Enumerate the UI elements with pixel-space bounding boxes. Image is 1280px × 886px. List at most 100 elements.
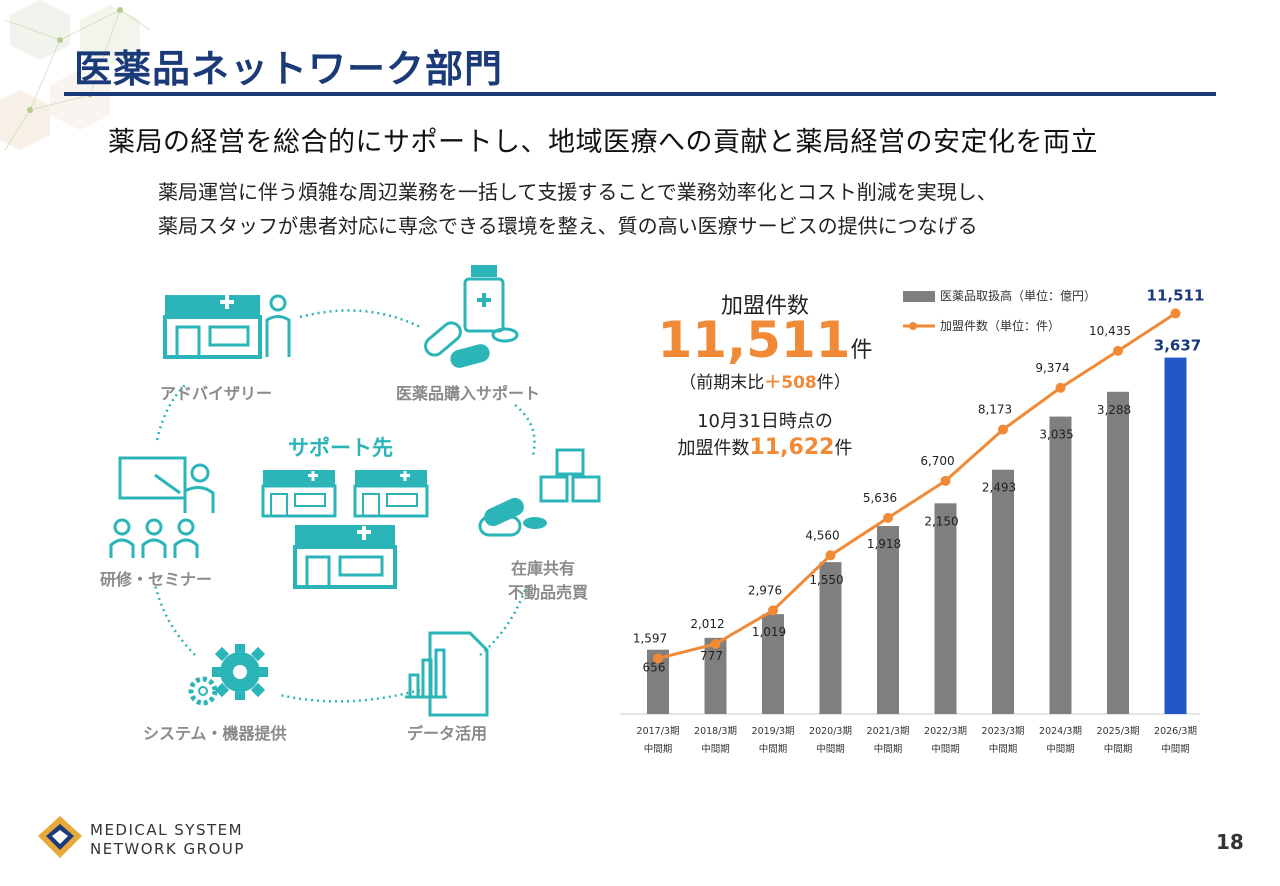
description-line-1: 薬局運営に伴う煩雑な周辺業務を一括して支援することで業務効率化とコスト削減を実現… — [158, 180, 997, 204]
kpi-value-unit: 件 — [850, 338, 873, 363]
line-point — [825, 550, 836, 561]
x-tick-label: 2018/3期 — [694, 726, 737, 737]
x-tick-label: 2019/3期 — [752, 726, 795, 737]
line-value-label: 1,597 — [633, 631, 667, 645]
x-tick-label: 2023/3期 — [982, 726, 1025, 737]
x-tick-label: 2017/3期 — [637, 726, 680, 737]
label-support-target: サポート先 — [288, 436, 393, 460]
bar-value-label: 3,637 — [1154, 337, 1201, 355]
kpi-date-count: 加盟件数11,622件 — [655, 434, 875, 460]
bar — [992, 469, 1014, 714]
bar-value-label: 3,035 — [1039, 428, 1073, 442]
legend-bar-label: 医薬品取扱高（単位：億円） — [940, 288, 1096, 303]
line-value-label: 5,636 — [863, 491, 897, 505]
bar — [934, 503, 957, 714]
label-training: 研修・セミナー — [100, 570, 213, 589]
x-tick-label: 2021/3期 — [867, 726, 910, 737]
logo-text-line1: MEDICAL SYSTEM — [90, 821, 244, 839]
kpi-date-prefix: 加盟件数 — [677, 438, 750, 459]
bar — [647, 649, 669, 714]
line-value-label: 2,976 — [748, 583, 782, 597]
legend-line-marker — [909, 322, 917, 330]
line-value-label: 11,511 — [1147, 286, 1205, 304]
x-tick-sublabel: 中間期 — [931, 743, 960, 755]
line-value-label: 10,435 — [1089, 324, 1131, 338]
x-tick-label: 2020/3期 — [809, 726, 852, 737]
advisor-person-icon — [265, 294, 291, 357]
label-advisory: アドバイザリー — [160, 384, 273, 403]
page-subtitle: 薬局の経営を総合的にサポートし、地域医療への貢献と薬局経営の安定化を両立 — [108, 127, 1098, 158]
bar-value-label: 3,288 — [1097, 403, 1131, 417]
bar-value-label: 777 — [700, 649, 723, 663]
x-tick-sublabel: 中間期 — [759, 743, 788, 755]
bar — [1107, 391, 1129, 714]
x-tick-sublabel: 中間期 — [816, 743, 845, 755]
line-point — [1170, 308, 1181, 319]
bar-value-label: 1,550 — [809, 573, 843, 587]
kpi-change-suffix: 件） — [816, 373, 851, 393]
stock-capsule-icon — [478, 497, 547, 537]
data-document-icon — [405, 631, 489, 717]
x-tick-sublabel: 中間期 — [1161, 743, 1190, 755]
label-data: データ活用 — [407, 724, 488, 743]
stock-boxes-icon — [539, 448, 601, 503]
support-stores-icon — [261, 470, 429, 589]
bar-value-label: 656 — [643, 661, 666, 675]
bar — [1049, 416, 1072, 714]
label-stock-line1: 在庫共有 — [510, 559, 575, 578]
bar — [704, 637, 727, 714]
line-point — [998, 424, 1008, 435]
description-line-2: 薬局スタッフが患者対応に専念できる環境を整え、質の高い医療サービスの提供につなげ… — [158, 214, 978, 238]
gear-icon — [188, 644, 268, 706]
line-value-label: 6,700 — [920, 454, 954, 468]
kpi-heading: 加盟件数 — [720, 294, 809, 319]
membership-series-line — [657, 312, 1177, 660]
bar — [819, 562, 842, 714]
line-point — [883, 512, 893, 523]
x-tick-label: 2026/3期 — [1154, 726, 1197, 737]
bar — [762, 614, 784, 714]
label-system: システム・機器提供 — [143, 724, 287, 743]
medicine-bottle-icon — [463, 265, 505, 333]
support-diagram — [109, 265, 601, 717]
kpi-change-delta: ＋508 — [764, 373, 817, 393]
bar-value-label: 1,918 — [867, 537, 901, 551]
line-value-label: 9,374 — [1035, 361, 1069, 375]
logo-text-line2: NETWORK GROUP — [90, 840, 245, 858]
kpi-value: 11,511件 — [655, 310, 875, 381]
x-tick-sublabel: 中間期 — [701, 743, 730, 755]
title-underline — [64, 92, 1216, 96]
bar — [1164, 357, 1187, 714]
bar-value-label: 2,150 — [924, 514, 958, 528]
line-point — [940, 475, 951, 486]
training-board-icon — [118, 456, 215, 513]
bar — [877, 526, 899, 714]
x-tick-label: 2024/3期 — [1039, 726, 1082, 737]
line-point — [768, 605, 778, 616]
x-tick-sublabel: 中間期 — [1104, 743, 1133, 755]
legend-bar-swatch — [903, 291, 935, 302]
page-number: 18 — [1216, 830, 1244, 854]
capsule-icon — [424, 321, 519, 368]
kpi-date-line: 10月31日時点の — [697, 411, 833, 432]
legend-line-label: 加盟件数（単位：件） — [940, 318, 1060, 333]
line-value-label: 2,012 — [690, 617, 724, 631]
line-value-label: 8,173 — [978, 403, 1012, 417]
x-tick-sublabel: 中間期 — [874, 743, 903, 755]
label-purchase-support: 医薬品購入サポート — [396, 384, 541, 403]
x-tick-sublabel: 中間期 — [989, 743, 1018, 755]
line-point — [710, 638, 721, 649]
bar-value-label: 1,019 — [752, 625, 786, 639]
label-stock-line2: 不動品売買 — [508, 583, 589, 602]
kpi-value-number: 11,511 — [657, 311, 851, 369]
x-tick-sublabel: 中間期 — [1046, 743, 1075, 755]
page-title: 医薬品ネットワーク部門 — [74, 47, 504, 91]
line-point — [1113, 345, 1123, 356]
kpi-change-prefix: （前期末比 — [679, 373, 765, 393]
line-point — [1055, 382, 1066, 393]
kpi-date-value: 11,622 — [749, 435, 835, 460]
chart-legend: 医薬品取扱高（単位：億円） 加盟件数（単位：件） — [903, 288, 1096, 333]
line-value-label: 4,560 — [805, 528, 839, 542]
x-tick-label: 2022/3期 — [924, 726, 967, 737]
